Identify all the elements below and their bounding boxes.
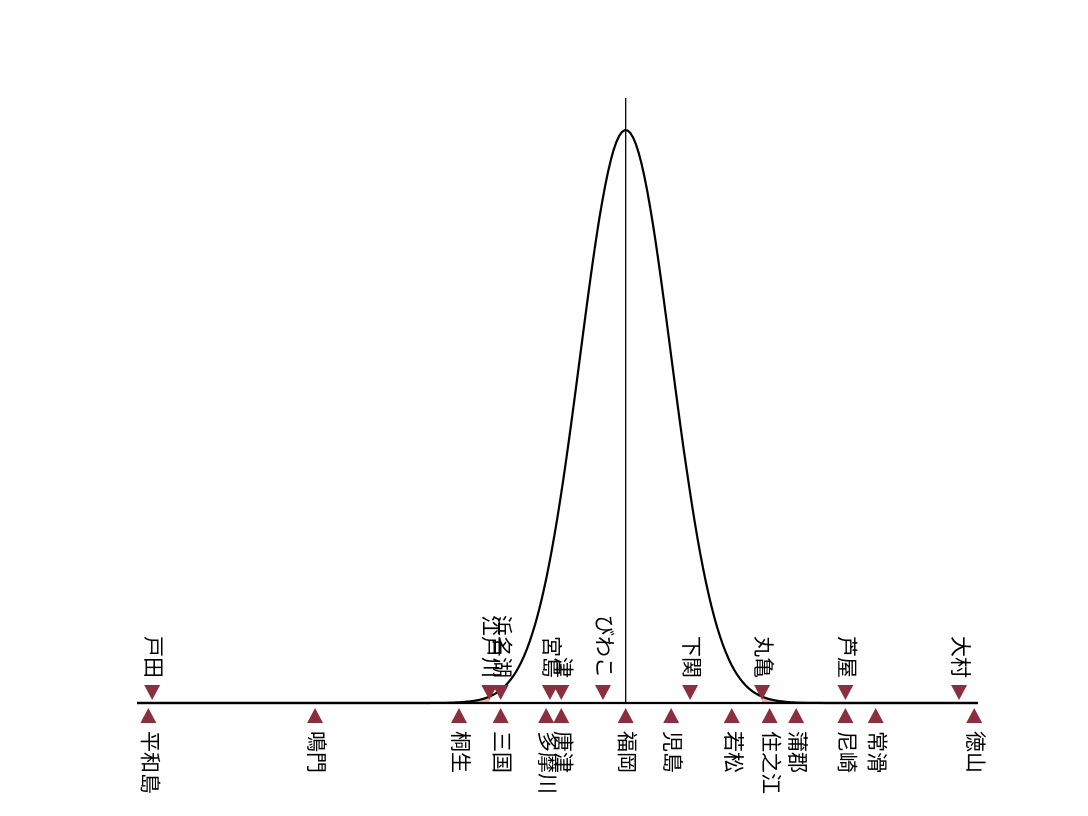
marker-up <box>553 708 570 723</box>
marker-down <box>492 685 509 700</box>
venue-label: 宮島 <box>539 636 563 678</box>
venue-label: 多摩川 <box>535 731 559 794</box>
marker-down <box>682 685 699 700</box>
venue-label: 平和島 <box>137 731 161 794</box>
venue-label: 浜名湖 <box>490 615 514 678</box>
venue-label: 大村 <box>948 636 972 678</box>
venue-label: 戸田 <box>141 636 165 678</box>
marker-up <box>761 708 778 723</box>
venue-label: 福岡 <box>615 731 639 773</box>
marker-down <box>837 685 854 700</box>
marker-down <box>553 685 570 700</box>
density-curve <box>137 128 978 705</box>
marker-up <box>837 708 854 723</box>
venue-label: 常滑 <box>865 731 889 773</box>
venue-label: 丸亀 <box>751 636 775 678</box>
marker-up <box>307 708 324 723</box>
venue-label: 若松 <box>721 731 745 773</box>
marker-down <box>754 685 771 700</box>
venue-label: 芦屋 <box>834 636 858 678</box>
marker-up <box>617 708 634 723</box>
marker-up <box>788 708 805 723</box>
marker-up <box>663 708 680 723</box>
venue-label: 尼崎 <box>834 731 858 773</box>
marker-up <box>538 708 555 723</box>
venue-label: 桐生 <box>448 731 472 773</box>
venue-label: 住之江 <box>759 731 783 794</box>
marker-up <box>867 708 884 723</box>
marker-down <box>481 685 498 700</box>
marker-down <box>594 685 611 700</box>
marker-down <box>541 685 558 700</box>
venue-label: 唐津 <box>550 731 574 773</box>
venue-label: 江戸川 <box>478 615 502 678</box>
venue-label: 津 <box>550 657 574 678</box>
venue-label: 下関 <box>679 636 703 678</box>
venue-label: 鳴門 <box>304 731 328 773</box>
marker-up <box>966 708 983 723</box>
venue-label: 児島 <box>660 731 684 773</box>
marker-down <box>144 685 161 700</box>
marker-up <box>140 708 157 723</box>
venue-label: 蒲郡 <box>785 731 809 773</box>
venue-label: 徳山 <box>963 731 987 773</box>
marker-up <box>723 708 740 723</box>
marker-up <box>492 708 509 723</box>
marker-up <box>451 708 468 723</box>
venue-label: 三国 <box>490 731 514 773</box>
marker-down <box>951 685 968 700</box>
venue-label: びわこ <box>592 615 616 678</box>
